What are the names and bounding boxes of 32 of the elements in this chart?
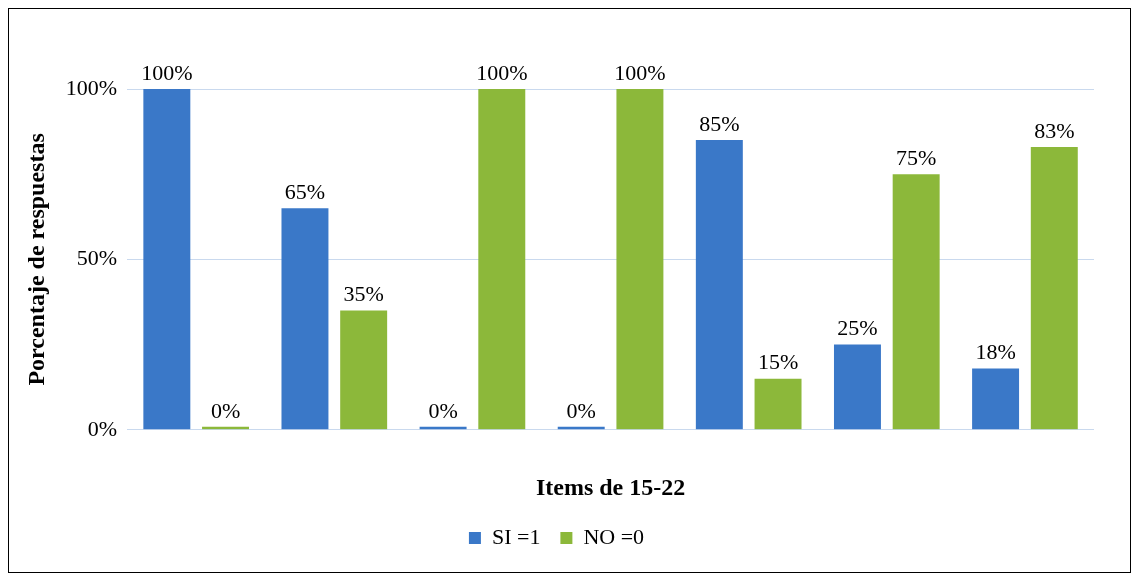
data-label: 100% [476, 59, 528, 85]
bar [754, 378, 802, 430]
data-label: 75% [896, 144, 937, 170]
data-label: 83% [1034, 117, 1075, 143]
data-label: 85% [699, 110, 740, 136]
data-label: 18% [975, 339, 1016, 365]
bar [616, 89, 664, 430]
bar [892, 174, 940, 430]
bar [972, 368, 1020, 430]
data-label: 100% [141, 59, 193, 85]
y-tick-label: 100% [65, 74, 118, 100]
bar [143, 89, 191, 430]
y-axis-title: Porcentaje de respuestas [22, 133, 49, 386]
data-label: 65% [284, 179, 326, 205]
data-label: 0% [210, 397, 241, 423]
bar [281, 208, 329, 430]
y-tick-label: 0% [87, 415, 118, 441]
data-label: 0% [428, 397, 458, 423]
bar [1030, 146, 1078, 430]
x-axis-title: Items de 15-22 [535, 473, 686, 500]
bar [833, 344, 881, 430]
legend-label: SI =1 [491, 523, 541, 549]
data-label: 25% [837, 315, 878, 341]
bar [478, 89, 526, 430]
data-label: 100% [614, 59, 666, 85]
bar [340, 310, 388, 430]
data-label: 35% [343, 281, 384, 307]
data-label: 0% [566, 397, 596, 423]
y-tick-label: 50% [76, 245, 118, 271]
bar [695, 140, 743, 430]
data-label: 15% [757, 349, 799, 375]
legend-label: NO =0 [583, 523, 645, 549]
